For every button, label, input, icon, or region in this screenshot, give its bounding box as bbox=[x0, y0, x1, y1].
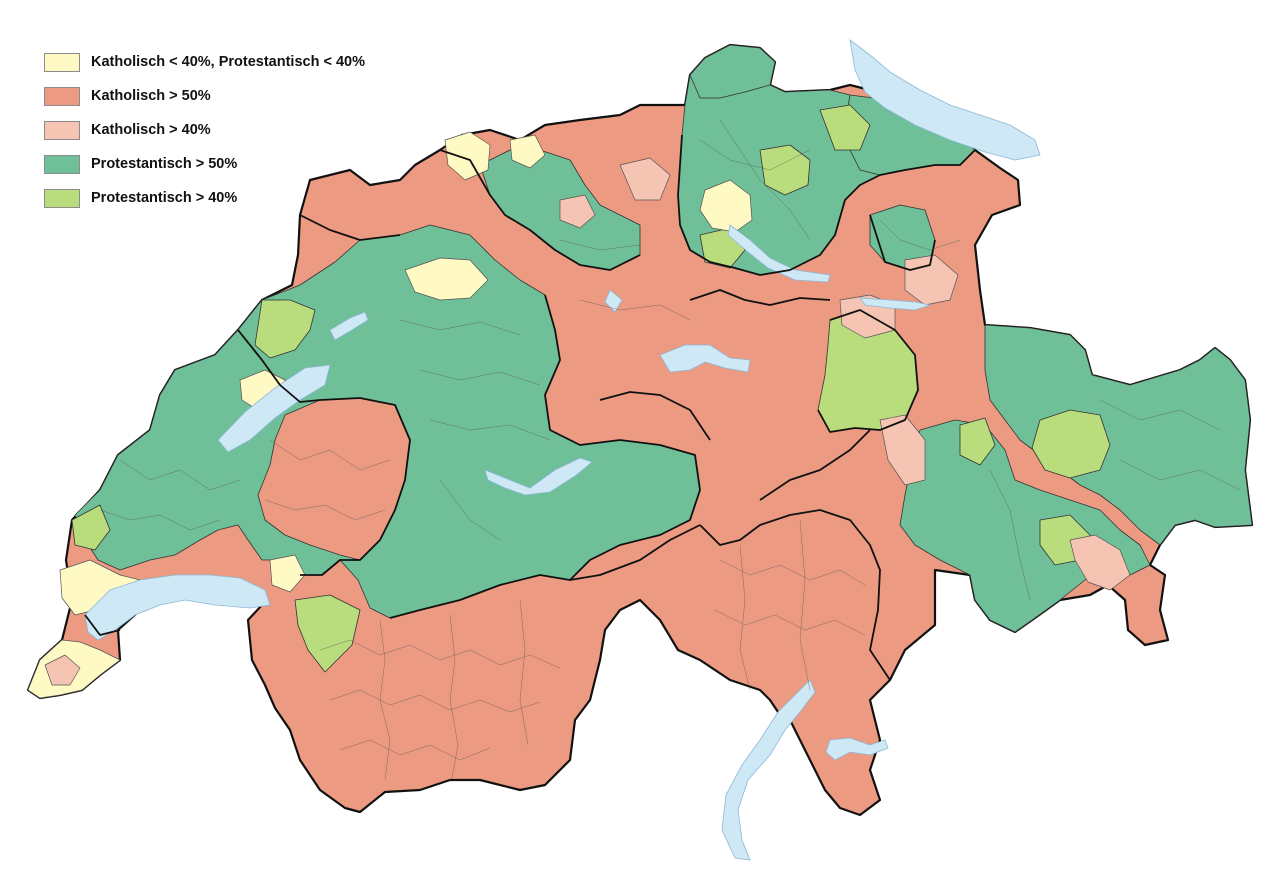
aargau-mix bbox=[509, 134, 546, 169]
lake-thun-brienz bbox=[484, 457, 593, 496]
legend-label-catholic-plurality: Katholisch > 40% bbox=[91, 122, 211, 138]
geneva-pale bbox=[44, 654, 81, 686]
lake-constance bbox=[849, 39, 1041, 161]
border-zurich bbox=[677, 134, 881, 276]
legend-label-protestant-plurality: Protestantisch > 40% bbox=[91, 190, 238, 206]
lake-sempach bbox=[604, 289, 623, 313]
jura-south bbox=[254, 299, 316, 359]
bern-city bbox=[404, 257, 489, 301]
border-schwyz bbox=[689, 289, 831, 306]
municipality-line bbox=[719, 119, 811, 241]
legend-label-mixed: Katholisch < 40%, Protestantisch < 40% bbox=[91, 54, 365, 70]
bregaglia-area bbox=[1069, 534, 1131, 591]
municipality-line bbox=[269, 439, 391, 471]
municipality-line bbox=[579, 299, 691, 321]
chablais-light bbox=[294, 594, 361, 673]
legend-label-catholic-majority: Katholisch > 50% bbox=[91, 88, 211, 104]
legend-swatch-protestant-plurality bbox=[44, 188, 80, 208]
thurgau-light bbox=[819, 104, 871, 151]
municipality-line bbox=[879, 219, 961, 251]
municipality-line bbox=[119, 459, 241, 491]
lake-zurich bbox=[727, 224, 831, 283]
municipality-line bbox=[99, 509, 221, 531]
border-vaud-fribourg bbox=[237, 329, 411, 576]
lake-walen bbox=[859, 297, 932, 311]
lake-neuchatel bbox=[217, 364, 331, 453]
lake-lugano bbox=[825, 737, 889, 761]
municipality-line bbox=[399, 319, 521, 336]
legend: Katholisch < 40%, Protestantisch < 40% K… bbox=[44, 52, 365, 208]
vaud-light bbox=[71, 504, 111, 551]
municipality-line bbox=[1119, 459, 1241, 491]
legend-item-protestant-plurality: Protestantisch > 40% bbox=[44, 188, 365, 208]
border-obwalden bbox=[599, 391, 711, 441]
municipality-line bbox=[739, 544, 751, 691]
municipality-line bbox=[714, 609, 866, 636]
prattigau bbox=[1031, 409, 1111, 479]
lakes bbox=[84, 39, 1041, 861]
zurich-city bbox=[699, 179, 753, 233]
lake-maggiore bbox=[721, 679, 816, 861]
legend-label-protestant-majority: Protestantisch > 50% bbox=[91, 156, 238, 172]
municipality-line bbox=[379, 619, 391, 781]
municipality-line bbox=[699, 139, 811, 171]
border-ticino bbox=[699, 509, 891, 681]
municipality-line bbox=[319, 639, 561, 669]
legend-item-catholic-majority: Katholisch > 50% bbox=[44, 86, 365, 106]
municipality-line bbox=[329, 689, 541, 713]
legend-swatch-catholic-plurality bbox=[44, 120, 80, 140]
legend-item-mixed: Katholisch < 40%, Protestantisch < 40% bbox=[44, 52, 365, 72]
aargau-pale bbox=[619, 157, 671, 201]
lake-lucerne bbox=[659, 344, 751, 373]
border-uri-graubunden bbox=[817, 309, 919, 433]
protestant-plurality-regions bbox=[71, 104, 1111, 673]
canton-borders bbox=[84, 134, 976, 681]
municipality-line bbox=[264, 499, 386, 521]
municipality-line bbox=[439, 479, 501, 541]
surselva-area bbox=[879, 414, 926, 486]
municipality-line bbox=[429, 419, 551, 441]
border-jura bbox=[299, 214, 401, 241]
municipality-line bbox=[419, 369, 541, 386]
border-stgallen bbox=[879, 149, 976, 176]
catholic-plurality-regions bbox=[44, 157, 1131, 686]
legend-item-catholic-plurality: Katholisch > 40% bbox=[44, 120, 365, 140]
border-vaud-geneva-line bbox=[84, 614, 121, 636]
basel-city bbox=[444, 131, 491, 181]
border-bern-valais bbox=[389, 524, 701, 619]
municipality-line bbox=[719, 559, 866, 586]
municipality-line bbox=[989, 469, 1031, 601]
legend-swatch-mixed bbox=[44, 52, 80, 72]
montreux-area bbox=[269, 554, 306, 593]
municipality-line bbox=[519, 599, 529, 746]
legend-swatch-catholic-majority bbox=[44, 86, 80, 106]
border-graubunden-west bbox=[759, 429, 871, 501]
legend-item-protestant-majority: Protestantisch > 50% bbox=[44, 154, 365, 174]
municipality-line bbox=[339, 739, 491, 761]
municipality-lines bbox=[99, 119, 1241, 781]
municipality-line bbox=[1099, 399, 1221, 431]
border-glarus bbox=[869, 214, 936, 271]
schaffhausen bbox=[689, 44, 776, 99]
baselland-pale bbox=[559, 194, 596, 229]
municipality-line bbox=[449, 614, 459, 779]
lake-biel bbox=[329, 311, 369, 341]
grisons-light bbox=[959, 417, 996, 466]
municipality-line bbox=[559, 239, 641, 251]
municipality-line bbox=[799, 519, 811, 691]
border-basel bbox=[439, 149, 641, 271]
legend-swatch-protestant-majority bbox=[44, 154, 80, 174]
border-bern-lucerne bbox=[544, 294, 701, 581]
